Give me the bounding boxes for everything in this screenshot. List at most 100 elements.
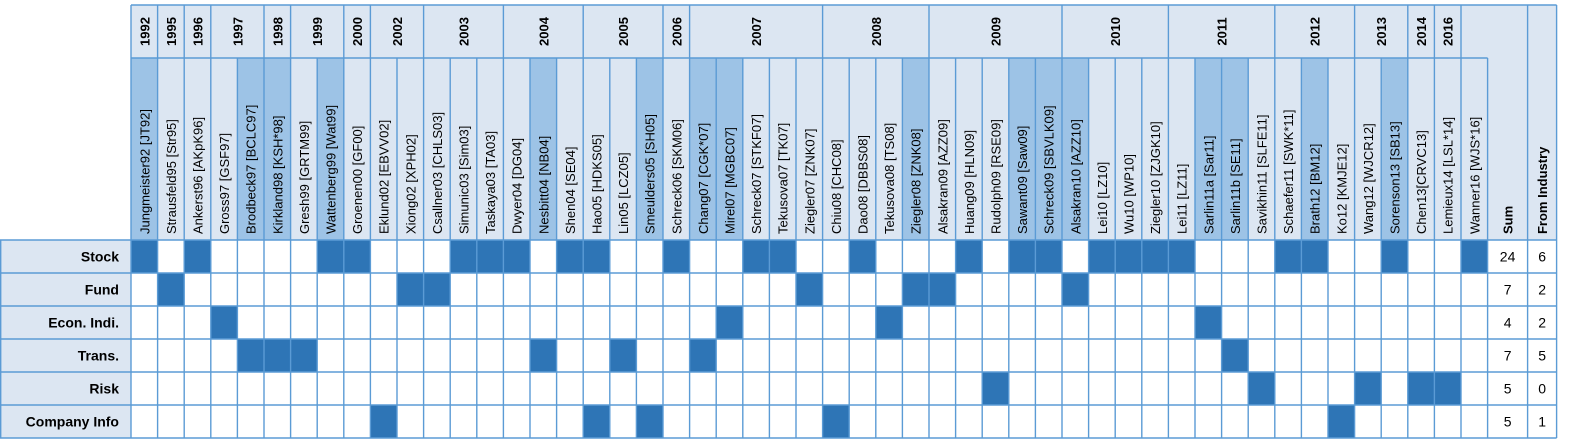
paper-header-highlight [317,58,344,240]
matrix-cell-filled [1461,240,1488,273]
paper-label: Jungmeister92 [JT92] [137,109,152,234]
matrix-cell-filled [663,240,690,273]
paper-label: Brath12 [BM12] [1308,144,1323,234]
row-sum: 7 [1504,282,1512,298]
row-label: Stock [81,249,119,265]
paper-label: Lei10 [LZ10] [1095,162,1110,234]
matrix-cell-filled [689,339,717,372]
matrix-cell-filled [583,240,610,273]
paper-label: Eklund02 [EBVV02] [377,120,392,234]
paper-label: Csallner03 [CHLS03] [430,112,445,234]
matrix-cell-filled [530,339,557,372]
paper-label: Alsakran10 [AZZ10] [1068,119,1083,234]
matrix-cell-filled [290,339,318,372]
matrix-cell-filled [902,273,929,306]
matrix-cell-filled [929,273,956,306]
paper-label: Alsakran09 [AZZ09] [935,119,950,234]
matrix-cell-filled [1168,240,1195,273]
paper-label: Schreck09 [SBVLK09] [1042,105,1057,234]
year-label: 2000 [350,17,365,46]
paper-label: Sorenson13 [SB13] [1388,121,1403,234]
matrix-cell-filled [1407,372,1435,405]
matrix-cell-filled [1301,240,1328,273]
from-industry-header: From Industry [1535,146,1550,234]
matrix-cell-filled [875,306,903,339]
paper-header-highlight [1195,58,1222,240]
paper-label: Savikhin11 [SLFE11] [1255,115,1270,234]
matrix-cell-filled [157,273,185,306]
paper-label: Ko12 [KMJE12] [1334,144,1349,234]
row-header-cell [0,339,131,372]
matrix-cell-filled [476,240,504,273]
row-industry-count: 6 [1538,249,1546,265]
paper-header-highlight [902,58,929,240]
paper-label: Ziegler08 [ZNK08] [909,129,924,234]
matrix-cell-filled [423,273,451,306]
paper-label: Chiu08 [CHC08] [829,139,844,234]
matrix-cell-filled [1328,405,1355,438]
paper-header-highlight [1062,58,1089,240]
paper-label: Schreck07 [STKF07] [749,114,764,234]
paper-header-highlight [636,58,663,240]
matrix-cell-filled [583,405,610,438]
matrix-cell-filled [636,405,663,438]
paper-label: Rudolph09 [RSE09] [989,119,1004,234]
paper-label: Hao05 [HDKS05] [590,134,605,234]
paper-label: Smeulders05 [SH05] [643,114,658,234]
row-industry-count: 0 [1538,381,1546,397]
year-label: 1999 [310,17,325,46]
year-label: 2003 [457,17,472,46]
matrix-cell-filled [1035,240,1062,273]
matrix-cell-filled [317,240,344,273]
paper-header-highlight [530,58,557,240]
matrix-cell-filled [1088,240,1116,273]
paper-label: Nesbitt04 [NB04] [536,136,551,234]
paper-label: Dao08 [DBBS08] [856,135,871,234]
paper-label: Brodbeck97 [BCLC97] [244,105,259,234]
matrix-cell-filled [1115,240,1142,273]
matrix-cell-filled [822,405,850,438]
paper-header-highlight [1381,58,1408,240]
row-label: Company Info [26,414,119,430]
sum-header: Sum [1501,206,1516,234]
row-sum: 24 [1500,249,1516,265]
year-label: 2011 [1215,17,1230,45]
paper-label: Sarlin11b [SE11] [1228,138,1243,234]
row-header-cell [0,372,131,405]
paper-label: Tekusova07 [TK07] [776,123,791,234]
year-label: 2016 [1441,17,1456,46]
matrix-cell-filled [131,240,158,273]
row-label: Fund [85,282,119,298]
paper-header-highlight [1221,58,1249,240]
row-sum: 4 [1504,315,1512,331]
matrix-cell-filled [1381,240,1408,273]
paper-label: Wanner16 [WJS*16] [1467,117,1482,234]
row-label: Econ. Indi. [48,315,119,331]
matrix-cell-filled [955,240,983,273]
year-label: 2014 [1414,16,1429,46]
row-sum: 5 [1504,381,1512,397]
matrix-cell-filled [849,240,876,273]
row-industry-count: 2 [1538,282,1546,298]
grid-lines [0,4,1558,439]
paper-header-highlight [689,58,717,240]
row-label: Trans. [78,348,119,364]
matrix-cell-filled [1195,306,1222,339]
year-label: 2002 [390,17,405,46]
paper-label: Gresh99 [GRTM99] [297,121,312,234]
matrix-cell-filled [1221,339,1249,372]
paper-label: Chang07 [CGK*07] [696,123,711,234]
year-label: 1998 [270,17,285,46]
paper-label: Lin05 [LCZ05] [616,152,631,234]
paper-label: Kirkland98 [KSH*98] [270,115,285,234]
row-industry-count: 5 [1538,348,1546,364]
matrix-cell-filled [1248,372,1275,405]
paper-label: Ankerst96 [AKpK96] [191,117,206,234]
matrix-cell-filled [1434,372,1461,405]
row-header-cell [0,273,131,306]
matrix-cell-filled [237,339,264,372]
paper-label: Groenen00 [GF00] [350,126,365,234]
matrix-cell-filled [184,240,211,273]
matrix-cell-filled [769,240,796,273]
